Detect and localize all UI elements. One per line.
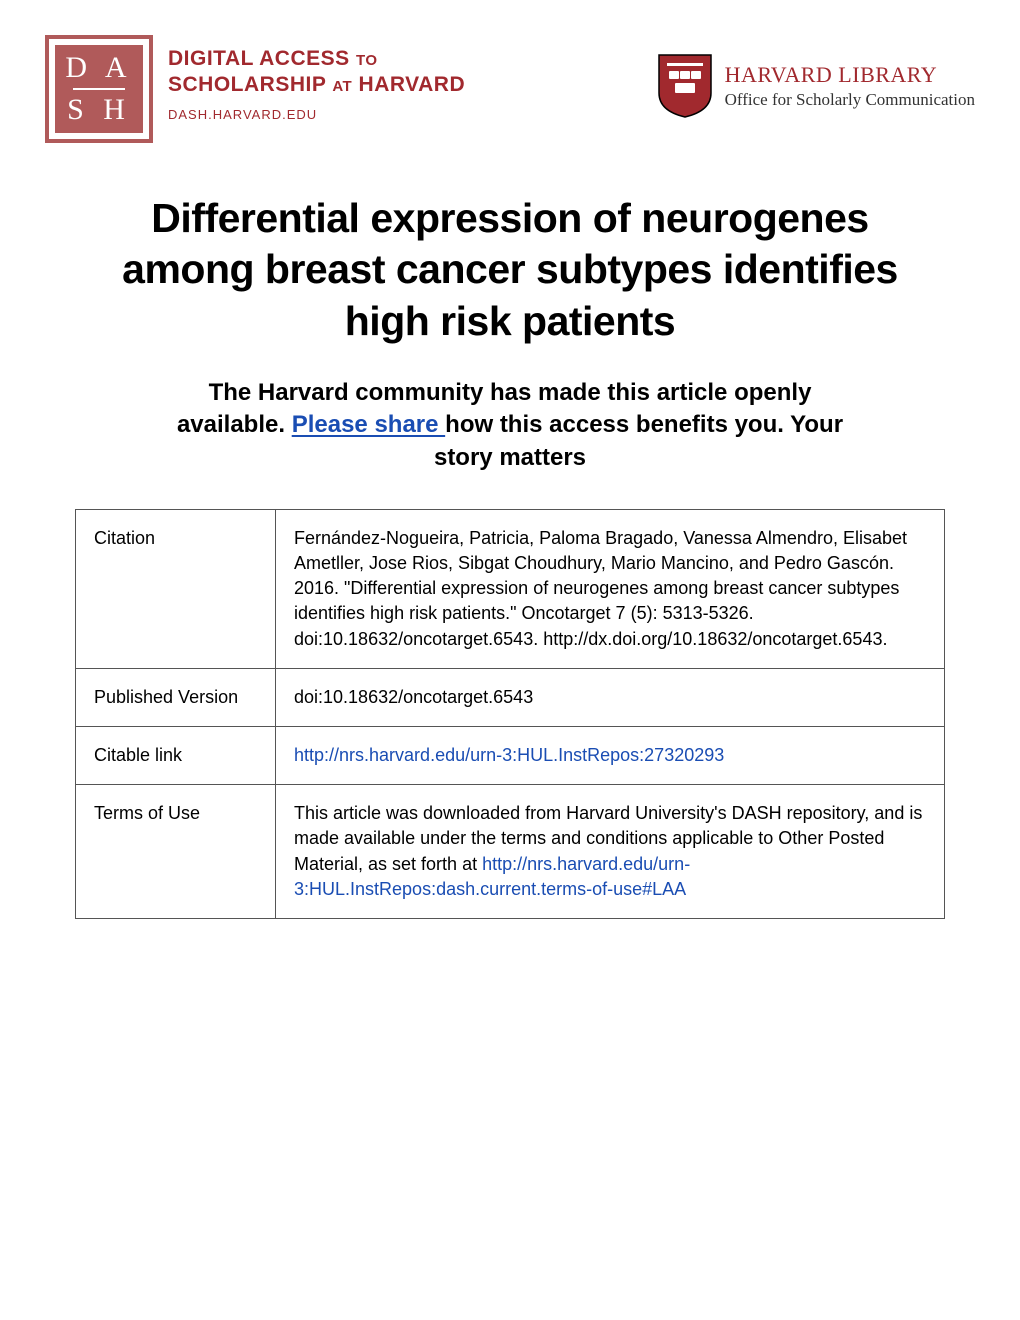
published-label: Published Version [76,668,276,726]
table-row-published: Published Version doi:10.18632/oncotarge… [76,668,945,726]
citation-label: Citation [76,509,276,668]
subtitle-block: The Harvard community has made this arti… [165,377,855,474]
dash-line2: SCHOLARSHIP AT HARVARD [168,73,465,97]
dash-logo-top-text: D A [65,51,132,85]
harvard-text-block: HARVARD LIBRARY Office for Scholarly Com… [725,62,975,110]
please-share-link[interactable]: Please share [292,411,445,438]
dash-url: DASH.HARVARD.EDU [168,107,465,122]
harvard-office-label: Office for Scholarly Communication [725,90,975,110]
dash-logo-bottom-text: S H [67,93,131,127]
dash-line1: DIGITAL ACCESS TO [168,47,465,71]
metadata-table: Citation Fernández-Nogueira, Patricia, P… [75,509,945,919]
citable-label: Citable link [76,727,276,785]
dash-logo: D A S H [45,35,153,143]
harvard-library-label: HARVARD LIBRARY [725,62,975,88]
published-value: doi:10.18632/oncotarget.6543 [276,668,945,726]
header-row: D A S H DIGITAL ACCESS TO SCHOLARSHIP AT… [45,35,975,143]
citable-value: http://nrs.harvard.edu/urn-3:HUL.InstRep… [276,727,945,785]
harvard-block: HARVARD LIBRARY Office for Scholarly Com… [657,35,975,119]
dash-text-block: DIGITAL ACCESS TO SCHOLARSHIP AT HARVARD… [168,35,465,122]
dash-block: D A S H DIGITAL ACCESS TO SCHOLARSHIP AT… [45,35,465,143]
harvard-shield-icon [657,53,713,119]
terms-value: This article was downloaded from Harvard… [276,785,945,919]
subtitle-part2: how this access benefits you. Your story… [434,411,843,470]
table-row-citation: Citation Fernández-Nogueira, Patricia, P… [76,509,945,668]
terms-label: Terms of Use [76,785,276,919]
table-row-citable: Citable link http://nrs.harvard.edu/urn-… [76,727,945,785]
table-row-terms: Terms of Use This article was downloaded… [76,785,945,919]
citable-link[interactable]: http://nrs.harvard.edu/urn-3:HUL.InstRep… [294,745,724,765]
citation-value: Fernández-Nogueira, Patricia, Paloma Bra… [276,509,945,668]
article-title: Differential expression of neurogenes am… [105,193,915,347]
